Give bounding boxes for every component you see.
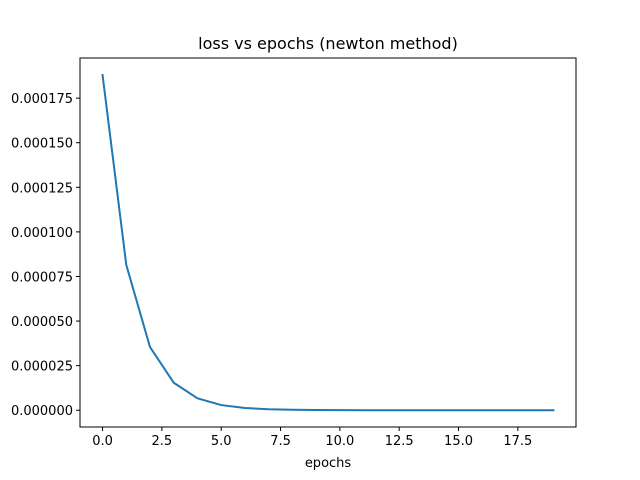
x-tick-label: 7.5 (270, 434, 291, 449)
y-tick-label: 0.000100 (11, 226, 73, 241)
x-axis: 0.0 2.5 5.0 7.5 10.0 12.5 15.0 17.5 (92, 427, 532, 449)
x-axis-title: epochs (305, 456, 352, 471)
y-tick-label: 0.000175 (11, 92, 73, 107)
series-layer (101, 73, 555, 412)
x-tick-label: 15.0 (444, 434, 473, 449)
y-tick-label: 0.000150 (11, 137, 73, 152)
y-tick-label: 0.000050 (11, 315, 73, 330)
y-axis: 0.000000 0.000025 0.000050 0.000075 0.000100… (11, 92, 80, 419)
series-line-0 (101, 73, 555, 412)
x-tick-label: 5.0 (211, 434, 232, 449)
plot-area (79, 57, 577, 428)
chart-title: loss vs epochs (newton method) (198, 34, 458, 53)
x-tick-label: 10.0 (325, 434, 354, 449)
y-tick-label: 0.000000 (11, 404, 73, 419)
x-tick-label: 12.5 (385, 434, 414, 449)
x-tick-label: 0.0 (92, 434, 113, 449)
y-tick-label: 0.000075 (11, 270, 73, 285)
x-tick-label: 2.5 (152, 434, 173, 449)
y-tick-label: 0.000025 (11, 360, 73, 375)
y-tick-label: 0.000125 (11, 181, 73, 196)
plot-frame (79, 57, 577, 428)
x-tick-label: 17.5 (503, 434, 532, 449)
